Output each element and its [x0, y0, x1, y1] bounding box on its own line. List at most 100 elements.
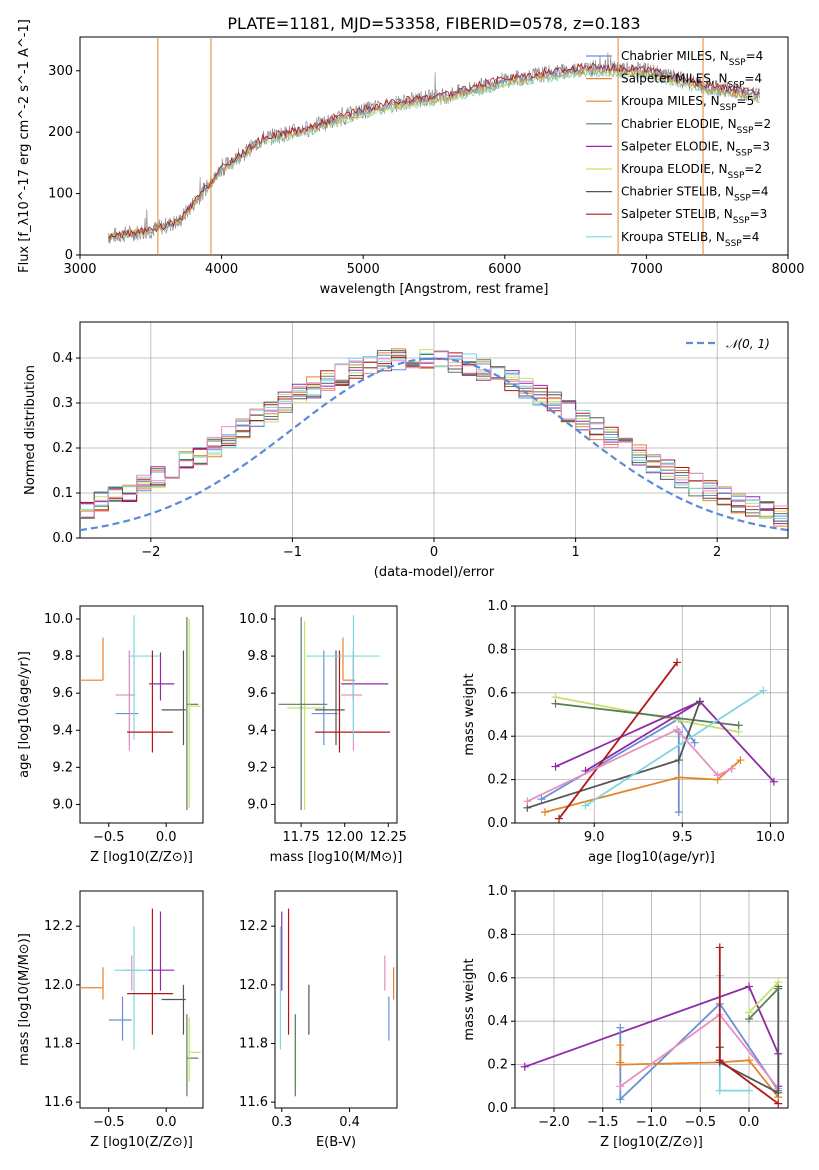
- legend-count: =3: [750, 207, 768, 221]
- weight-series: [585, 689, 764, 807]
- weight-series: [619, 1002, 780, 1102]
- y-tick-label: 0.4: [52, 351, 73, 366]
- legend-entry: Salpeter MILES, NSSP=4: [621, 72, 762, 91]
- weight-marker: [690, 738, 699, 747]
- y-tick-label: 0.4: [487, 729, 508, 744]
- x-tick-label: −2.0: [538, 1115, 570, 1130]
- y-tick-label: 0.6: [487, 686, 508, 701]
- normal-curve: [80, 357, 788, 532]
- weight-series: [540, 717, 696, 800]
- weight-marker: [769, 777, 778, 786]
- y-tick-label: 10.0: [44, 612, 73, 627]
- weight-series: [526, 728, 732, 803]
- y-tick-label: 12.2: [44, 919, 73, 934]
- x-tick-label: −0.5: [93, 1115, 125, 1130]
- x-tick-label: −2: [141, 545, 160, 560]
- y-tick-label: 0.0: [487, 1101, 508, 1116]
- x-tick-label: 5000: [347, 262, 380, 277]
- chart-axes: 3000 4000 5000 6000 7000 8000 0 100 200 300 wavele…: [17, 19, 805, 297]
- model-spectrum: [107, 67, 761, 241]
- y-tick-label: 9.8: [52, 649, 73, 664]
- weight-marker: [551, 762, 560, 771]
- weight-lines: [520, 943, 783, 1108]
- legend-count: =4: [744, 72, 762, 86]
- weight-marker: [736, 756, 745, 765]
- y-tick-label: 10.0: [239, 612, 268, 627]
- legend-subscript: SSP: [728, 171, 745, 181]
- y-tick-label: 9.6: [52, 686, 73, 701]
- x-tick-label: 4000: [205, 262, 238, 277]
- x-tick-label: 0.0: [156, 1115, 177, 1130]
- figure-title: PLATE=1181, MJD=53358, FIBERID=0578, z=0…: [227, 14, 640, 33]
- legend: 𝒩(0, 1): [686, 337, 770, 351]
- x-tick-label: 8000: [771, 262, 804, 277]
- x-axis-label: (data-model)/error: [374, 565, 495, 580]
- error-bars: [80, 615, 201, 811]
- x-axis-label: Z [log10(Z/Z⊙)]: [90, 1135, 193, 1150]
- legend-entry: Salpeter STELIB, NSSP=3: [621, 207, 767, 226]
- y-tick-label: 9.2: [247, 760, 268, 775]
- weight-marker: [774, 1099, 783, 1108]
- chart-axes: 11.75 12.00 12.25 9.0 9.2 9.4 9.6 9.8 10.0 mass […: [239, 605, 407, 865]
- x-tick-label: −1: [283, 545, 302, 560]
- error-bars: [279, 908, 395, 1097]
- legend-count: =5: [737, 94, 755, 108]
- weight-marker: [715, 943, 724, 952]
- x-tick-label: 9.5: [672, 830, 693, 845]
- weight-lines: [523, 658, 778, 823]
- y-axis-label: mass weight: [462, 673, 477, 755]
- y-axis-label: mass weight: [462, 958, 477, 1040]
- weight-marker: [555, 814, 564, 823]
- spectrum-lines: [107, 37, 761, 255]
- weight-marker: [774, 984, 783, 993]
- x-tick-label: 9.0: [584, 830, 605, 845]
- y-axis-label: age [log10(age/yr)]: [17, 651, 32, 778]
- legend-subscript: SSP: [729, 58, 746, 68]
- weight-marker: [674, 808, 683, 817]
- error-bars: [278, 615, 391, 811]
- x-tick-label: 0.3: [271, 1115, 292, 1130]
- weight-marker: [616, 1058, 625, 1067]
- y-tick-label: 200: [48, 125, 73, 140]
- weight-marker: [745, 982, 753, 991]
- plot-frame: [274, 890, 398, 1109]
- y-tick-label: 1.0: [487, 884, 508, 899]
- legend: Chabrier MILES, NSSP=4 Salpeter MILES, NS…: [586, 49, 771, 249]
- weight-marker: [616, 1041, 625, 1050]
- chart-axes: 9.0 9.5 10.0 0.0 0.2 0.4 0.6 0.8 1.0 age [log10(a…: [462, 599, 789, 865]
- x-tick-label: 2: [713, 545, 721, 560]
- weight-marker: [745, 1015, 753, 1024]
- y-tick-label: 0.8: [487, 642, 508, 657]
- x-axis-label: Z [log10(Z/Z⊙)]: [90, 850, 193, 865]
- legend-subscript: SSP: [728, 81, 745, 91]
- legend-subscript: SSP: [735, 148, 752, 158]
- x-axis-label: Z [log10(Z/Z⊙)]: [600, 1135, 703, 1150]
- x-tick-label: 0.4: [339, 1115, 360, 1130]
- y-tick-label: 100: [48, 187, 73, 202]
- legend-entry: Salpeter ELODIE, NSSP=3: [621, 139, 770, 158]
- y-tick-label: 0.0: [52, 531, 73, 546]
- y-tick-label: 12.0: [44, 978, 73, 993]
- y-tick-label: 0.2: [487, 1058, 508, 1073]
- legend-subscript: SSP: [720, 103, 737, 113]
- weight-marker: [727, 764, 736, 773]
- x-tick-label: −0.5: [684, 1115, 716, 1130]
- error-bars: [80, 908, 201, 1097]
- weight-marker: [673, 658, 682, 667]
- y-tick-label: 11.8: [44, 1036, 73, 1051]
- chart-axes: −2 −1 0 1 2 0.0 0.1 0.2 0.3 0.4 (data-model)/error…: [23, 321, 789, 580]
- weight-series: [748, 981, 779, 1014]
- plot-frame: [274, 605, 398, 824]
- weight-marker: [673, 725, 682, 734]
- weight-marker: [734, 721, 743, 730]
- y-tick-label: 0.2: [487, 773, 508, 788]
- chart-axes: −2.0 −1.5 −1.0 −0.5 0.0 0.0 0.2 0.4 0.6 0.8 1.0 Z […: [462, 884, 789, 1150]
- legend-entry: Chabrier STELIB, NSSP=4: [621, 185, 769, 204]
- x-tick-label: 11.75: [283, 830, 320, 845]
- legend-entry: Chabrier ELODIE, NSSP=2: [621, 117, 771, 136]
- x-tick-label: 12.25: [370, 830, 407, 845]
- x-tick-label: 0.0: [156, 830, 177, 845]
- x-tick-label: 10.0: [756, 830, 785, 845]
- y-axis-label: Normed distribution: [23, 365, 38, 495]
